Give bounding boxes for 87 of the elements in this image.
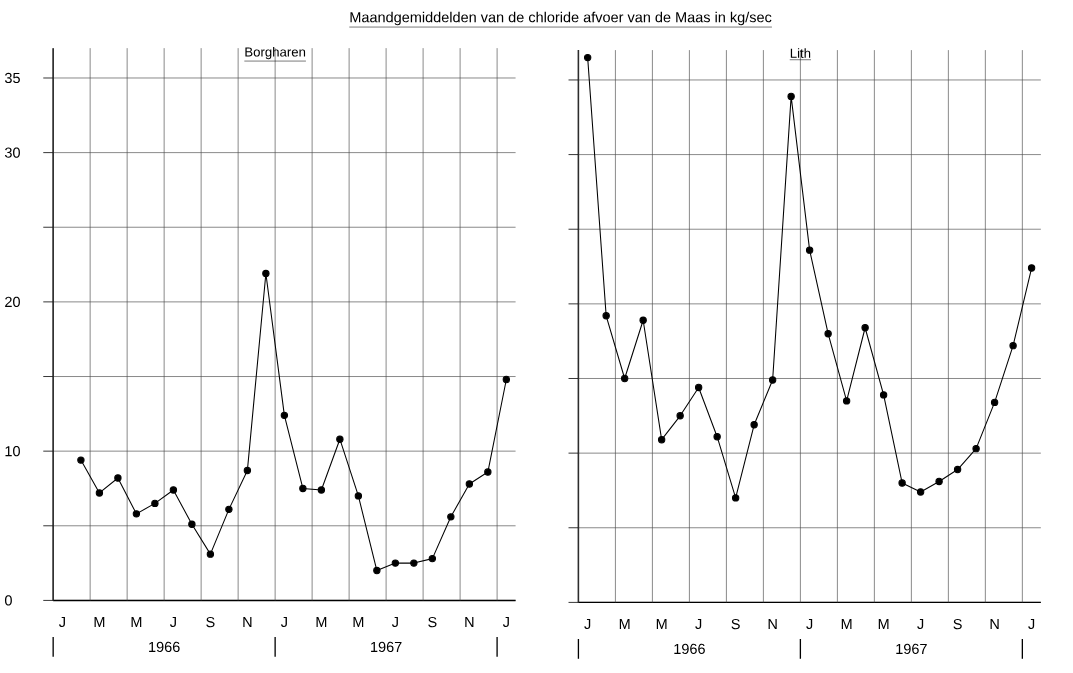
chart-subtitle: Borgharen bbox=[245, 47, 306, 60]
point bbox=[188, 520, 196, 529]
point bbox=[990, 398, 999, 407]
point bbox=[317, 486, 326, 494]
point bbox=[953, 466, 962, 474]
x-tick-label: S bbox=[428, 617, 437, 628]
point bbox=[1027, 264, 1036, 272]
point bbox=[602, 312, 610, 320]
point bbox=[95, 489, 104, 497]
x-tick-label: J bbox=[391, 617, 398, 628]
x-tick-label: J bbox=[280, 617, 287, 628]
point bbox=[805, 246, 814, 255]
text: Maandgemiddelden van de chloride afvoer van de Maas in kg/sec bbox=[350, 11, 772, 26]
x-tick-label: J bbox=[169, 617, 176, 628]
chart-title: Lith bbox=[790, 48, 811, 59]
text: 1967 bbox=[371, 641, 402, 653]
x-tick-label: S bbox=[953, 619, 962, 630]
text: 1967 bbox=[896, 643, 927, 655]
x-tick-label: S bbox=[731, 619, 740, 630]
x-tick-label: M bbox=[656, 619, 667, 630]
point bbox=[280, 411, 289, 420]
text: 1966 bbox=[674, 643, 705, 655]
y-tick-label: 10 bbox=[5, 446, 20, 457]
point bbox=[206, 550, 215, 559]
point bbox=[824, 330, 832, 338]
x-tick-label: M bbox=[878, 619, 889, 630]
point bbox=[657, 436, 666, 444]
point bbox=[583, 54, 592, 62]
point bbox=[336, 435, 344, 444]
point bbox=[694, 383, 703, 392]
point bbox=[731, 494, 740, 502]
point bbox=[750, 421, 758, 429]
point bbox=[225, 505, 233, 514]
point bbox=[410, 559, 418, 567]
point bbox=[354, 492, 363, 500]
x-tick-label: J bbox=[917, 619, 924, 630]
x-tick-label: J bbox=[695, 619, 702, 630]
x-tick-label: N bbox=[768, 619, 777, 630]
y-tick-label: 30 bbox=[4, 147, 20, 158]
point bbox=[169, 486, 178, 494]
x-tick-label: J bbox=[584, 619, 591, 630]
y-tick-label: 0 bbox=[4, 595, 12, 606]
point bbox=[879, 391, 888, 399]
point bbox=[972, 445, 980, 453]
point bbox=[639, 316, 647, 325]
x-tick-label: S bbox=[206, 617, 215, 628]
point bbox=[502, 375, 511, 384]
point bbox=[391, 559, 400, 567]
point bbox=[916, 488, 925, 496]
point bbox=[428, 555, 437, 563]
x-tick-label: N bbox=[465, 617, 474, 628]
point bbox=[842, 397, 851, 405]
x-tick-label: N bbox=[243, 617, 252, 628]
x-tick-label: M bbox=[841, 619, 852, 630]
x-tick-label: J bbox=[59, 617, 65, 628]
point bbox=[713, 433, 721, 441]
y-tick-label: 20 bbox=[5, 296, 20, 308]
x-tick-label: M bbox=[131, 617, 142, 628]
x-tick-label: M bbox=[316, 617, 327, 628]
x-tick-label: J bbox=[502, 617, 509, 628]
point bbox=[243, 467, 252, 475]
point bbox=[262, 270, 270, 278]
point bbox=[447, 513, 455, 521]
point bbox=[620, 374, 629, 383]
x-tick-label: M bbox=[94, 617, 105, 628]
point bbox=[114, 474, 122, 482]
point bbox=[861, 324, 869, 332]
point bbox=[132, 510, 141, 518]
point bbox=[299, 484, 307, 493]
point bbox=[898, 479, 906, 487]
point bbox=[373, 567, 381, 575]
x-tick-label: N bbox=[990, 619, 999, 630]
point bbox=[935, 477, 943, 486]
point bbox=[151, 499, 159, 508]
point bbox=[465, 480, 474, 488]
x-tick-label: J bbox=[806, 619, 813, 630]
point bbox=[768, 376, 777, 384]
y-tick-label: 35 bbox=[4, 73, 20, 84]
x-tick-label: J bbox=[1028, 619, 1035, 630]
x-tick-label: M bbox=[619, 619, 630, 630]
point bbox=[787, 92, 795, 101]
text: 1966 bbox=[149, 641, 180, 653]
point bbox=[484, 468, 492, 476]
point bbox=[676, 412, 684, 420]
point bbox=[1009, 342, 1017, 350]
x-tick-label: M bbox=[353, 617, 364, 628]
point bbox=[77, 456, 85, 464]
